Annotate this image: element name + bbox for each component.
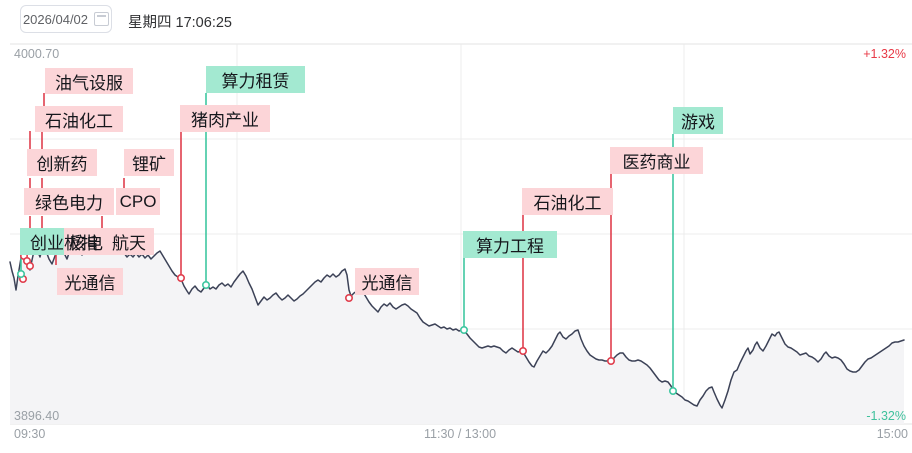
annotation-marker (344, 293, 353, 302)
x-tick-1500: 15:00 (876, 427, 908, 441)
pct-bottom-value: -1.32% (866, 409, 906, 423)
y-axis-bottom-value: 3896.40 (14, 409, 60, 423)
x-tick-0930: 09:30 (14, 427, 46, 441)
annotation-marker (16, 269, 25, 278)
date-value: 2026/04/02 (22, 11, 89, 27)
annotation-marker (518, 346, 527, 355)
sector-label[interactable]: 医药商业 (610, 147, 703, 174)
sector-label-bg[interactable] (64, 228, 108, 255)
sector-label[interactable]: 创新药 (27, 149, 97, 176)
annotation-marker (202, 280, 211, 289)
sector-label[interactable]: 石油化工 (35, 106, 123, 132)
date-picker-button[interactable]: 2026/04/02 (20, 5, 112, 33)
sector-label[interactable]: CPO (116, 188, 160, 215)
weekday-clock: 星期四 17:06:25 (128, 15, 232, 31)
annotation-marker (606, 356, 615, 365)
calendar-icon (94, 12, 110, 26)
annotation-marker (459, 325, 468, 334)
sector-label[interactable]: 算力租赁 (206, 66, 305, 93)
annotation-marker (177, 273, 186, 282)
y-axis-top-value: 4000.70 (14, 47, 60, 61)
sector-label[interactable]: 石油化工 (522, 188, 613, 215)
x-tick-1130-1300: 11:30 / 13:00 (424, 427, 497, 441)
sector-label[interactable]: 绿色电力 (24, 188, 114, 215)
sector-label[interactable]: 算力工程 (463, 231, 557, 258)
sector-label[interactable]: 猪肉产业 (180, 105, 270, 132)
sector-label-bg[interactable] (104, 228, 154, 255)
price-line (9, 239, 905, 409)
sector-label[interactable]: 光通信 (57, 268, 123, 295)
sector-label[interactable]: 油气设服 (45, 68, 133, 94)
sector-label[interactable]: 锂矿 (124, 149, 174, 176)
annotation-marker (25, 261, 34, 270)
sector-label[interactable]: 游戏 (673, 107, 723, 134)
price-area-fill (10, 240, 904, 424)
sector-label[interactable]: 光通信 (355, 268, 419, 295)
annotation-marker (668, 386, 677, 395)
pct-top-value: +1.32% (863, 47, 906, 61)
